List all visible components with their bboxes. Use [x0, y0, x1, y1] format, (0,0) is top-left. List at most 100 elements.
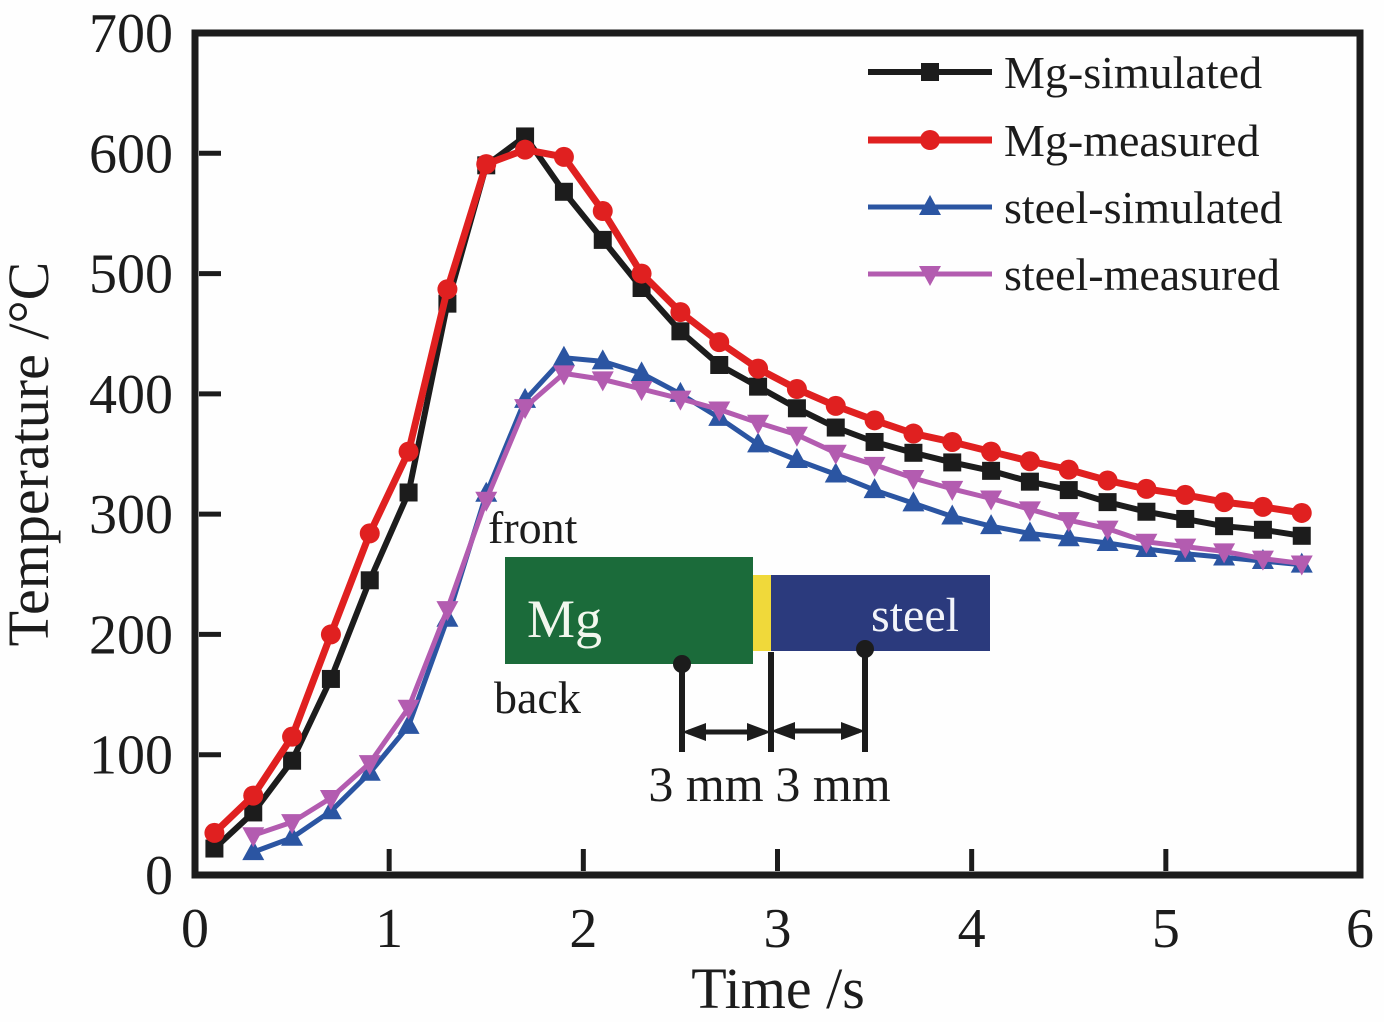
- data-point-marker: [552, 365, 575, 386]
- legend: Mg-simulated Mg-measured steel-simulated st…: [868, 47, 1282, 300]
- data-point-marker: [748, 358, 769, 379]
- data-series: [204, 127, 1313, 861]
- data-point-marker: [1018, 521, 1041, 542]
- arrow-head-right: [841, 722, 865, 740]
- arrow-head-left: [682, 723, 706, 741]
- y-tick-label: 100: [89, 725, 173, 787]
- specimen-inset-diagram: front back Mg steel 3 mm 3 mm: [488, 502, 990, 812]
- data-point-marker: [1290, 555, 1313, 576]
- data-point-marker: [242, 840, 265, 861]
- data-point-marker: [709, 332, 730, 353]
- plot-frame: [191, 29, 1364, 879]
- y-tick-label: 500: [89, 244, 173, 306]
- data-point-marker: [1291, 502, 1312, 523]
- data-point-marker: [824, 462, 847, 483]
- inset-mg-block: [505, 557, 753, 664]
- x-tick-label: 3: [764, 898, 792, 960]
- data-point-marker: [205, 839, 224, 858]
- data-point-marker: [864, 410, 885, 431]
- data-point-marker: [903, 423, 924, 444]
- data-point-marker: [981, 441, 1002, 462]
- data-point-marker: [785, 426, 808, 447]
- x-axis-title: Time /s: [691, 956, 865, 1021]
- data-point-marker: [1057, 512, 1080, 533]
- data-point-marker: [669, 390, 692, 411]
- data-point-marker: [941, 504, 964, 525]
- arrow-head-left: [771, 722, 795, 740]
- inset-front-label: front: [488, 502, 578, 553]
- data-point-marker: [1058, 459, 1079, 480]
- data-point-marker: [1096, 520, 1119, 541]
- data-point-marker: [242, 827, 265, 848]
- legend-marker: [920, 130, 940, 150]
- data-point-marker: [1215, 517, 1234, 536]
- data-point-marker: [824, 444, 847, 465]
- legend-marker: [921, 63, 939, 81]
- inset-steel-label: steel: [871, 589, 959, 642]
- series-line: [252, 355, 1303, 855]
- data-point-marker: [980, 514, 1003, 535]
- data-point-marker: [1176, 509, 1195, 528]
- data-point-marker: [281, 825, 304, 846]
- data-point-marker: [943, 453, 962, 472]
- legend-label: steel-measured: [1004, 249, 1280, 300]
- data-point-marker: [398, 441, 419, 462]
- legend-label: Mg-simulated: [1004, 47, 1262, 98]
- data-point-marker: [632, 279, 651, 298]
- series-Mg-measured: [204, 139, 1312, 843]
- data-point-marker: [787, 399, 806, 418]
- y-tick-label: 400: [89, 364, 173, 426]
- data-point-marker: [1057, 526, 1080, 547]
- data-point-marker: [902, 491, 925, 512]
- data-point-marker: [436, 601, 459, 622]
- data-point-marker: [1292, 526, 1311, 545]
- data-point-marker: [282, 726, 303, 747]
- data-point-marker: [591, 371, 614, 392]
- data-point-marker: [1175, 484, 1196, 505]
- data-point-marker: [630, 381, 653, 402]
- data-point-marker: [1020, 472, 1039, 491]
- data-point-marker: [631, 263, 652, 284]
- data-point-marker: [825, 395, 846, 416]
- x-tick-label: 4: [958, 898, 986, 960]
- data-point-marker: [515, 139, 536, 160]
- x-tick-label: 0: [181, 898, 209, 960]
- data-point-marker: [941, 480, 964, 501]
- inset-dim1-label: 3 mm: [648, 756, 763, 812]
- data-point-marker: [865, 432, 884, 451]
- x-tick-label: 1: [375, 898, 403, 960]
- data-point-marker: [397, 699, 420, 720]
- data-point-marker: [1137, 502, 1156, 521]
- series-steel-measured: [242, 365, 1313, 848]
- data-point-marker: [1136, 478, 1157, 499]
- dimension-arrow: [682, 723, 771, 741]
- data-point-marker: [475, 491, 498, 512]
- legend-marker: [919, 266, 941, 286]
- x-tick-label: 6: [1346, 898, 1374, 960]
- data-point-marker: [710, 355, 729, 374]
- data-point-marker: [1019, 451, 1040, 472]
- data-point-marker: [319, 790, 342, 811]
- y-tick-label: 700: [89, 3, 173, 65]
- arrow-head-right: [747, 723, 771, 741]
- dimension-arrow: [771, 722, 865, 740]
- data-point-marker: [437, 279, 458, 300]
- data-point-marker: [1213, 543, 1236, 564]
- data-point-marker: [553, 146, 574, 167]
- legend-item-steel-simulated: steel-simulated: [868, 182, 1282, 233]
- x-tick-label: 5: [1152, 898, 1180, 960]
- data-point-marker: [1018, 501, 1041, 522]
- data-point-marker: [359, 523, 380, 544]
- data-point-marker: [863, 456, 886, 477]
- data-point-marker: [630, 361, 653, 382]
- data-point-marker: [786, 379, 807, 400]
- data-point-marker: [1251, 550, 1274, 571]
- data-point-marker: [514, 399, 537, 420]
- data-point-marker: [863, 478, 886, 499]
- data-point-marker: [592, 201, 613, 222]
- legend-marker: [919, 195, 941, 215]
- y-tick-label: 0: [145, 845, 173, 907]
- data-point-marker: [1059, 481, 1078, 500]
- data-point-marker: [1252, 496, 1273, 517]
